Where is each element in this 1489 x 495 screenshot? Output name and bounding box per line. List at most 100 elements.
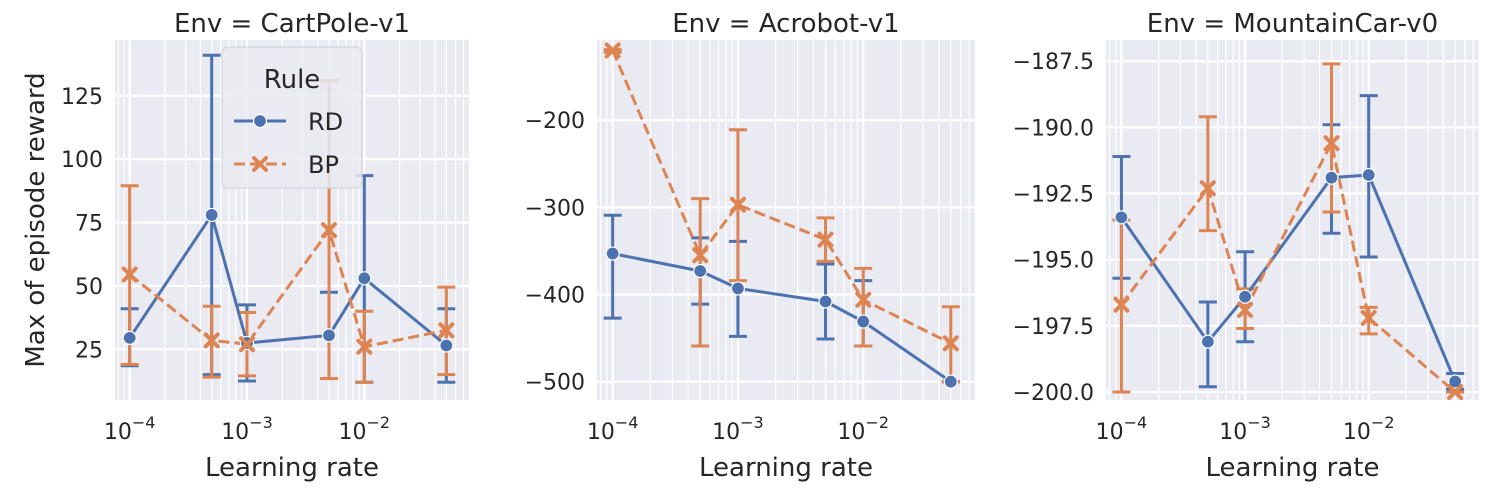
x-tick-label: 10−4 (104, 413, 156, 445)
data-point-bp (692, 247, 709, 264)
y-tick-label: −192.5 (1013, 183, 1094, 208)
y-tick-label: 125 (61, 85, 103, 110)
data-point-rd (943, 374, 958, 389)
data-point-rd (1324, 170, 1339, 185)
data-point-bp (121, 266, 138, 283)
data-point-bp (817, 231, 834, 248)
data-point-bp (203, 332, 220, 349)
data-point-rd (439, 338, 454, 353)
x-tick-label: 10−2 (339, 413, 391, 445)
legend-marker-rd (252, 113, 268, 129)
data-point-rd (204, 207, 219, 223)
data-point-rd (818, 294, 833, 309)
x-axis-label: Learning rate (1206, 453, 1380, 483)
x-tick-exponent: −2 (865, 413, 889, 432)
x-tick-label: 10−3 (221, 413, 273, 445)
data-point-bp (321, 222, 338, 239)
x-tick-exponent: −4 (615, 413, 639, 432)
y-tick-label: −400 (525, 284, 585, 309)
data-point-rd (605, 246, 620, 261)
y-tick-label: −200 (525, 109, 585, 134)
data-point-rd (730, 281, 746, 296)
panel-3: −200.0−197.5−195.0−192.5−190.0−187.510−4… (1013, 9, 1479, 483)
panel-title: Env = CartPole-v1 (174, 9, 410, 39)
data-point-bp (855, 291, 872, 308)
x-tick-label: 10−4 (1096, 413, 1148, 445)
x-tick-label: 10−4 (587, 413, 639, 445)
legend-label-rd: RD (308, 108, 343, 136)
y-tick-label: −187.5 (1013, 50, 1094, 75)
x-tick-base: 10 (339, 420, 367, 445)
series-line-bp (1120, 141, 1457, 394)
x-tick-exponent: −2 (367, 413, 391, 432)
x-tick-exponent: −3 (249, 413, 273, 432)
y-tick-label: −300 (525, 196, 585, 221)
x-tick-base: 10 (837, 420, 865, 445)
data-point-rd (1114, 210, 1129, 225)
legend-title: Rule (264, 65, 321, 95)
legend: Rule RD BP (221, 46, 363, 189)
data-point-bp (1360, 309, 1377, 326)
data-point-rd (122, 330, 137, 345)
y-tick-label: −500 (525, 371, 585, 396)
y-tick-label: −197.5 (1013, 315, 1094, 340)
y-tick-label: −200.0 (1013, 381, 1094, 406)
data-point-rd (1448, 374, 1463, 389)
x-axis-label: Learning rate (205, 453, 379, 483)
x-tick-label: 10−2 (1343, 413, 1395, 445)
series-line-bp (611, 49, 952, 345)
y-tick-label: −190.0 (1013, 116, 1094, 141)
panel-title: Env = Acrobot-v1 (672, 9, 899, 39)
legend-label-bp: BP (308, 151, 339, 179)
x-tick-exponent: −3 (740, 413, 764, 432)
y-tick-label: −195.0 (1013, 249, 1094, 274)
data-point-bp (438, 322, 455, 339)
y-axis-label: Max of episode reward (21, 72, 51, 367)
data-point-rd (1361, 167, 1376, 183)
x-tick-exponent: −3 (1247, 413, 1271, 432)
series-line-bp (128, 228, 447, 349)
y-tick-label: 75 (75, 212, 103, 237)
x-tick-base: 10 (712, 420, 740, 445)
y-tick-label: 50 (75, 275, 103, 300)
legend-marker-bp (252, 156, 268, 172)
x-tick-base: 10 (587, 420, 615, 445)
series-line-rd (128, 213, 448, 347)
x-tick-label: 10−2 (837, 413, 889, 445)
x-tick-base: 10 (221, 420, 249, 445)
x-tick-label: 10−3 (712, 413, 764, 445)
series-line-rd (1120, 173, 1457, 383)
data-point-bp (238, 336, 255, 353)
legend-box (221, 46, 363, 189)
x-tick-base: 10 (1096, 420, 1124, 445)
data-point-rd (321, 328, 337, 343)
data-point-rd (1237, 289, 1253, 304)
y-tick-label: 100 (61, 148, 103, 173)
data-point-bp (1199, 180, 1216, 197)
data-point-bp (729, 196, 746, 213)
data-point-rd (357, 271, 372, 286)
x-axis-label: Learning rate (699, 453, 873, 483)
x-tick-exponent: −4 (132, 413, 156, 432)
x-tick-exponent: −4 (1124, 413, 1148, 432)
x-tick-base: 10 (1343, 420, 1371, 445)
data-point-bp (1447, 384, 1464, 401)
data-point-bp (1237, 302, 1254, 318)
x-tick-label: 10−3 (1219, 413, 1271, 445)
x-tick-base: 10 (104, 420, 132, 445)
plot-area (597, 40, 975, 400)
panel-title: Env = MountainCar-v0 (1147, 9, 1438, 39)
data-point-rd (856, 314, 871, 329)
data-point-bp (1113, 296, 1130, 313)
data-point-bp (356, 338, 373, 355)
series-line-rd (612, 252, 952, 383)
y-tick-label: 25 (75, 338, 103, 363)
data-point-bp (604, 42, 621, 59)
x-tick-exponent: −2 (1371, 413, 1395, 432)
data-point-rd (693, 263, 708, 279)
data-point-rd (1200, 334, 1215, 349)
data-point-bp (942, 335, 959, 352)
